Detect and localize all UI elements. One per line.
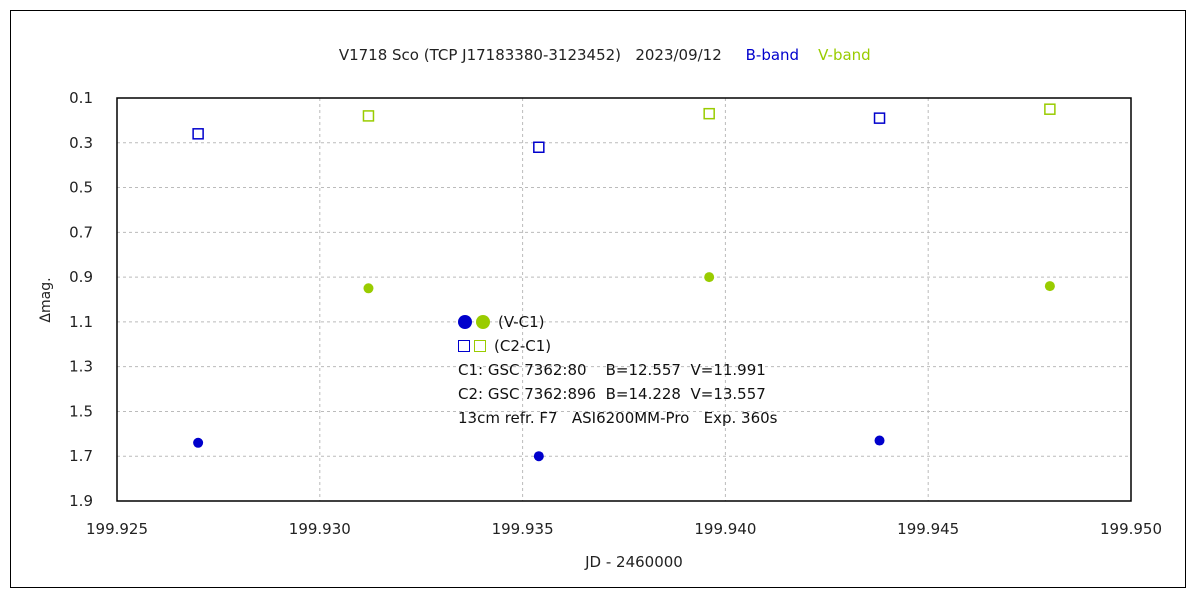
data-point-v-c2c1 [703, 107, 715, 120]
x-tick-label: 199.950 [1100, 520, 1162, 538]
data-point-v-vc1 [1044, 281, 1055, 292]
x-tick-label: 199.945 [897, 520, 959, 538]
legend-row-vc1: (V-C1) [458, 310, 778, 334]
y-axis-label: Δmag. [38, 277, 54, 322]
chart-title: V1718 Sco (TCP J17183380-3123452) 2023/0… [338, 46, 722, 64]
legend-c2c1-label: (C2-C1) [494, 337, 552, 355]
legend-row-c2c1: (C2-C1) [458, 334, 778, 358]
data-point-b-vc1 [193, 437, 204, 448]
y-tick-label: 1.5 [69, 402, 93, 420]
data-point-v-vc1 [704, 272, 715, 283]
data-point-b-c2c1 [533, 141, 545, 154]
y-tick-label: 1.3 [69, 358, 93, 376]
data-point-b-vc1 [533, 451, 544, 462]
x-tick-label: 199.925 [86, 520, 148, 538]
comparison-star-c2: C2: GSC 7362:896 B=14.228 V=13.557 [458, 385, 766, 403]
instrument-setup: 13cm refr. F7 ASI6200MM-Pro Exp. 360s [458, 409, 778, 427]
legend-marker-v-circle [476, 315, 490, 329]
x-tick-label: 199.940 [694, 520, 756, 538]
y-tick-label: 0.5 [69, 179, 93, 197]
y-tick-label: 0.1 [69, 89, 93, 107]
x-axis-label: JD - 2460000 [584, 553, 683, 571]
data-point-b-vc1 [874, 435, 885, 446]
data-point-v-c2c1 [362, 110, 375, 122]
y-tick-label: 0.3 [69, 134, 93, 152]
legend-b-band: B-band [745, 46, 800, 64]
legend-vc1-label: (V-C1) [498, 313, 545, 331]
y-tick-label: 0.7 [69, 223, 93, 241]
data-point-b-c2c1 [873, 112, 886, 124]
x-tick-label: 199.935 [492, 520, 554, 538]
x-tick-label: 199.930 [289, 520, 351, 538]
y-tick-label: 0.9 [69, 268, 93, 286]
legend-marker-b-square [458, 340, 470, 352]
legend-v-band: V-band [818, 46, 871, 64]
plot-border [116, 97, 1132, 502]
chart-frame [10, 10, 1186, 588]
data-point-v-c2c1 [1044, 103, 1056, 115]
chart-annotations: (V-C1) (C2-C1) C1: GSC 7362:80 B=12.557 … [458, 310, 778, 430]
data-point-b-c2c1 [192, 128, 204, 140]
legend-marker-v-square [474, 340, 486, 352]
data-point-v-vc1 [363, 283, 374, 294]
comparison-star-c1: C1: GSC 7362:80 B=12.557 V=11.991 [458, 361, 766, 379]
legend-marker-b-circle [458, 315, 472, 329]
chart-title-row: V1718 Sco (TCP J17183380-3123452) 2023/0… [0, 28, 1200, 64]
y-tick-label: 1.1 [69, 313, 93, 331]
y-tick-label: 1.7 [69, 447, 93, 465]
y-tick-label: 1.9 [69, 492, 93, 510]
